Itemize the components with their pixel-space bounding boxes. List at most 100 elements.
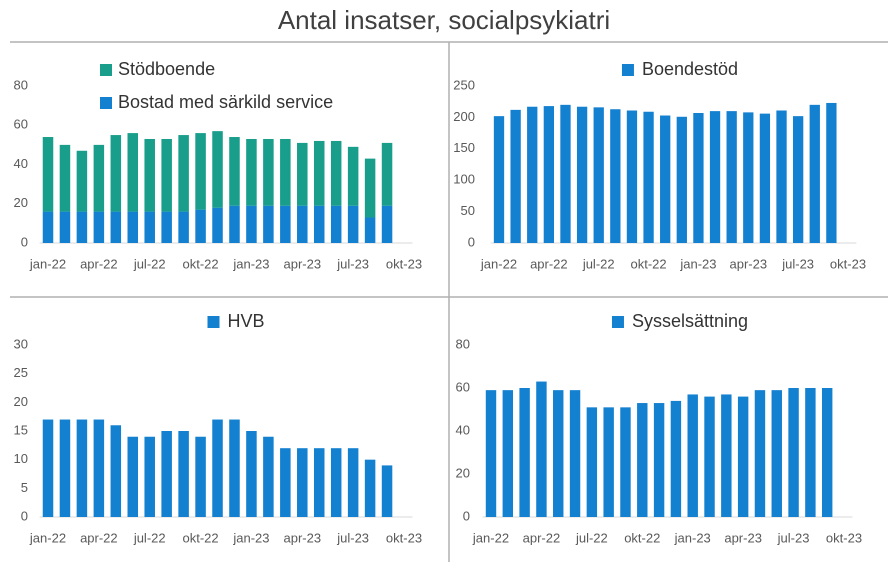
x-tick-label: apr-22: [80, 256, 118, 271]
x-tick-label: apr-22: [523, 530, 561, 545]
bar: [527, 106, 538, 243]
bar: [569, 390, 581, 517]
bar: [195, 209, 206, 243]
bar: [195, 436, 206, 517]
x-tick-label: apr-23: [283, 256, 321, 271]
y-tick-label: 80: [456, 336, 470, 351]
y-tick-label: 200: [453, 109, 475, 124]
y-tick-label: 80: [14, 77, 28, 92]
y-tick-label: 50: [461, 203, 475, 218]
bar: [127, 133, 139, 212]
bar: [586, 407, 598, 517]
x-tick-label: jan-22: [29, 256, 66, 271]
bar: [805, 388, 816, 517]
bar: [246, 431, 257, 517]
bar: [553, 390, 564, 517]
bar: [263, 138, 274, 206]
y-tick-label: 5: [21, 480, 28, 495]
bar: [543, 106, 555, 243]
y-tick-label: 60: [14, 117, 28, 132]
x-tick-label: apr-23: [283, 530, 321, 545]
bar: [364, 217, 376, 243]
bar: [788, 388, 799, 517]
legend-swatch: [100, 97, 112, 109]
y-tick-label: 0: [468, 234, 475, 249]
bar: [493, 116, 505, 243]
y-tick-label: 25: [14, 365, 28, 380]
bar: [792, 116, 804, 243]
x-tick-label: okt-23: [826, 530, 862, 545]
x-tick-label: okt-23: [386, 530, 422, 545]
y-tick-label: 100: [453, 172, 475, 187]
bar: [737, 396, 749, 517]
bar: [229, 205, 240, 243]
bar: [246, 138, 257, 206]
x-tick-label: apr-22: [530, 256, 568, 271]
bar: [364, 158, 376, 218]
y-tick-label: 40: [456, 422, 470, 437]
bar: [626, 110, 638, 243]
bar: [754, 390, 766, 517]
bar: [59, 211, 71, 243]
x-tick-label: jul-23: [336, 256, 369, 271]
bar: [347, 448, 359, 517]
y-tick-label: 30: [14, 336, 28, 351]
bar: [510, 109, 521, 243]
bar: [381, 142, 393, 206]
bar: [676, 116, 687, 243]
x-tick-label: jan-22: [480, 256, 517, 271]
bar: [502, 390, 514, 517]
bar: [693, 113, 704, 243]
bar: [59, 419, 71, 517]
bar: [536, 381, 547, 517]
bar: [620, 407, 631, 517]
bar: [42, 419, 54, 517]
bar: [297, 205, 308, 243]
bar: [603, 407, 614, 517]
x-tick-label: okt-22: [183, 530, 219, 545]
legend-label: Bostad med särkild service: [118, 92, 333, 112]
bar: [381, 205, 393, 243]
x-tick-label: okt-22: [631, 256, 667, 271]
bar: [643, 111, 654, 243]
y-tick-label: 10: [14, 451, 28, 466]
legend-swatch: [100, 64, 112, 76]
bar: [76, 150, 88, 212]
page-title: Antal insatser, socialpsykiatri: [278, 5, 610, 35]
y-tick-label: 250: [453, 77, 475, 92]
y-tick-label: 20: [14, 394, 28, 409]
bar: [127, 436, 139, 517]
x-tick-label: apr-23: [729, 256, 767, 271]
bar: [246, 205, 257, 243]
bar: [93, 419, 105, 517]
bar: [653, 403, 665, 517]
x-tick-label: jan-22: [472, 530, 509, 545]
y-tick-label: 20: [14, 195, 28, 210]
bar: [313, 205, 325, 243]
x-tick-label: jul-22: [575, 530, 608, 545]
legend-label: HVB: [227, 311, 264, 331]
x-tick-label: jan-23: [232, 530, 269, 545]
y-tick-label: 40: [14, 156, 28, 171]
y-tick-label: 60: [456, 379, 470, 394]
bar: [330, 448, 342, 517]
bar: [178, 211, 189, 243]
bar: [519, 388, 530, 517]
bar: [229, 137, 240, 206]
bar: [161, 431, 172, 517]
x-tick-label: jan-23: [679, 256, 716, 271]
bar: [743, 112, 754, 243]
bar: [42, 137, 54, 212]
bar: [704, 396, 715, 517]
x-tick-label: jul-23: [336, 530, 369, 545]
bar: [127, 211, 139, 243]
x-tick-label: okt-23: [830, 256, 866, 271]
bar: [161, 138, 172, 212]
bar: [721, 394, 732, 517]
bar: [364, 459, 376, 517]
x-tick-label: jan-23: [232, 256, 269, 271]
bar: [93, 211, 105, 243]
x-tick-label: apr-23: [724, 530, 762, 545]
bar: [593, 107, 604, 244]
x-tick-label: apr-22: [80, 530, 118, 545]
